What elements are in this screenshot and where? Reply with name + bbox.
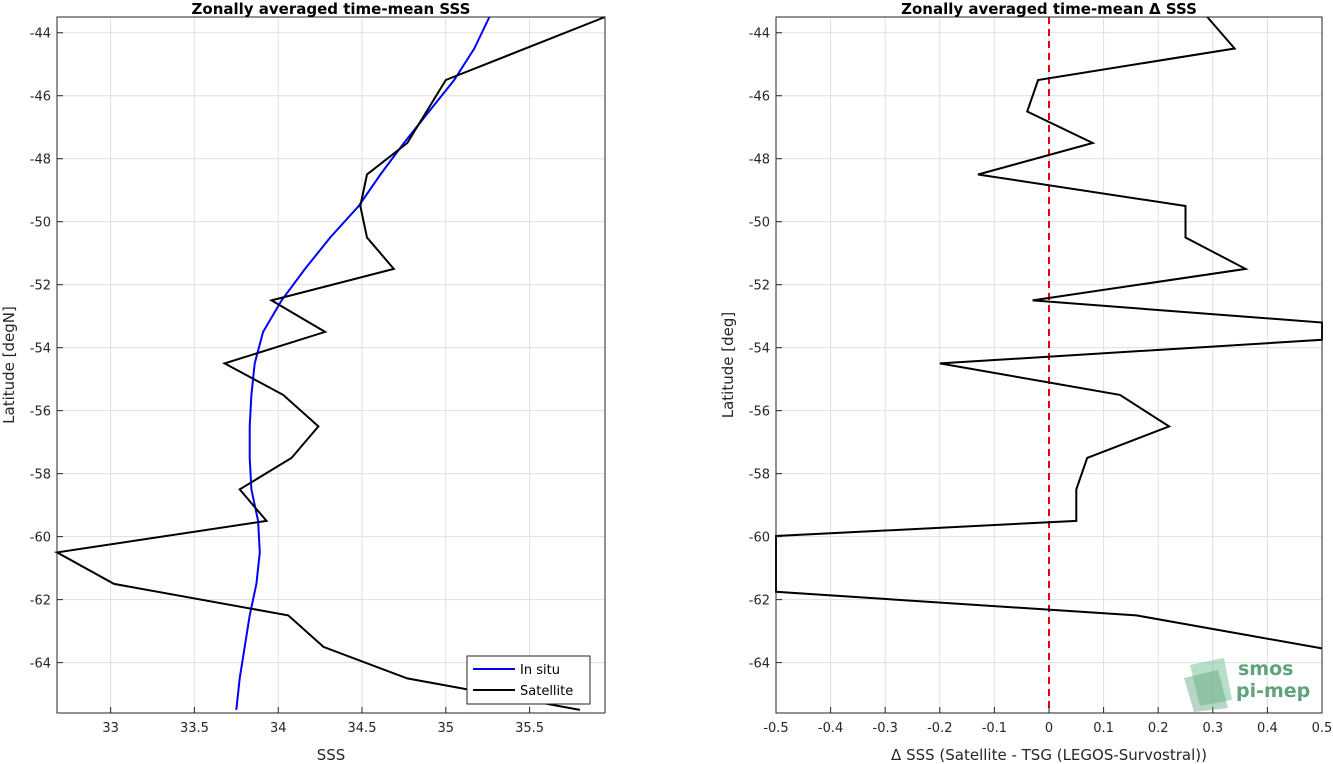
y-tick-label: -44 — [749, 27, 770, 42]
left-y-axis-label: Latitude [degN] — [0, 306, 18, 424]
series-line-satellite — [53, 16, 606, 711]
y-tick-label: -64 — [749, 657, 770, 672]
y-tick-label: -62 — [30, 594, 51, 609]
left-series-layer — [53, 16, 606, 711]
legend-entry-satellite: Satellite — [520, 684, 573, 699]
y-tick-label: -56 — [749, 405, 770, 420]
right-y-axis-label: Latitude [deg] — [719, 312, 737, 418]
y-tick-label: -52 — [30, 279, 51, 294]
left-x-axis-label: SSS — [317, 746, 346, 764]
x-tick-label: 34.5 — [348, 721, 377, 736]
left-grid — [57, 17, 605, 713]
right-ticks: -0.5 -0.4 -0.3 -0.2 -0.1 0 0.1 0.2 0.3 0.4 0.5 -44 -… — [749, 27, 1333, 736]
x-tick-label: 33 — [102, 721, 119, 736]
y-tick-label: -50 — [30, 216, 51, 231]
legend-box — [466, 655, 591, 705]
y-tick-label: -50 — [749, 216, 770, 231]
y-tick-label: -64 — [30, 657, 51, 672]
left-axes-frame — [56, 16, 606, 714]
y-tick-label: -46 — [30, 90, 51, 105]
right-panel: -0.5 -0.4 -0.3 -0.2 -0.1 0 0.1 0.2 0.3 0.4 0.5 -44 -… — [719, 0, 1332, 764]
left-ticks: 33 33.5 34 34.5 35 35.5 -44 -46 -48 -50 -52 -54 -56 -… — [30, 27, 544, 736]
x-tick-label: -0.4 — [818, 721, 843, 736]
y-tick-label: -58 — [749, 468, 770, 483]
x-tick-label: 0.5 — [1312, 721, 1333, 736]
smos-pi-mep-logo: smos pi-mep — [1184, 658, 1310, 712]
y-tick-label: -58 — [30, 468, 51, 483]
y-tick-label: -52 — [749, 279, 770, 294]
y-tick-label: -44 — [30, 27, 51, 42]
x-tick-label: 0.3 — [1202, 721, 1223, 736]
y-tick-label: -48 — [30, 153, 51, 168]
x-tick-label: -0.5 — [763, 721, 788, 736]
x-tick-label: 33.5 — [180, 721, 209, 736]
logo-text-pi-mep: pi-mep — [1236, 680, 1310, 702]
x-tick-label: 0 — [1045, 721, 1053, 736]
left-chart-title: Zonally averaged time-mean SSS — [192, 0, 471, 18]
left-panel: 33 33.5 34 34.5 35 35.5 -44 -46 -48 -50 -52 -54 -56 -… — [0, 0, 606, 764]
x-tick-label: -0.3 — [873, 721, 898, 736]
y-tick-label: -54 — [749, 342, 770, 357]
y-tick-label: -62 — [749, 594, 770, 609]
logo-text-smos: smos — [1238, 658, 1293, 680]
x-tick-label: 0.2 — [1148, 721, 1169, 736]
series-line-in-situ — [235, 16, 491, 711]
legend-entry-in-situ: In situ — [520, 663, 560, 678]
y-tick-label: -56 — [30, 405, 51, 420]
x-tick-label: -0.1 — [982, 721, 1007, 736]
x-tick-label: 35 — [438, 721, 455, 736]
logo-wave-icon — [1190, 658, 1232, 706]
y-tick-label: -60 — [30, 531, 51, 546]
y-tick-label: -54 — [30, 342, 51, 357]
y-tick-label: -60 — [749, 531, 770, 546]
right-x-axis-label: Δ SSS (Satellite - TSG (LEGOS-Survostral… — [891, 746, 1207, 764]
right-chart-title: Zonally averaged time-mean Δ SSS — [901, 0, 1197, 18]
legend: In situ Satellite — [466, 655, 591, 705]
x-tick-label: -0.2 — [927, 721, 952, 736]
logo-wave-shadow-icon — [1184, 670, 1228, 712]
x-tick-label: 34 — [270, 721, 287, 736]
y-tick-label: -46 — [749, 90, 770, 105]
x-tick-label: 0.4 — [1257, 721, 1278, 736]
y-tick-label: -48 — [749, 153, 770, 168]
x-tick-label: 35.5 — [515, 721, 544, 736]
x-tick-label: 0.1 — [1093, 721, 1114, 736]
